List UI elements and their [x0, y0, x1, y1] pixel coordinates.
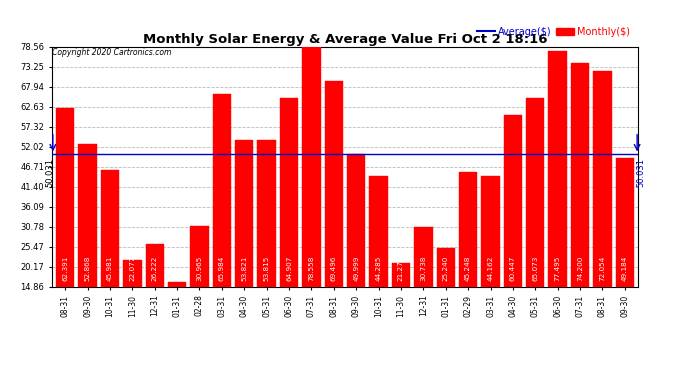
Text: 74.200: 74.200: [577, 256, 583, 281]
Bar: [549, 51, 567, 287]
Bar: [56, 108, 75, 287]
Text: 72.054: 72.054: [600, 256, 605, 281]
Text: 65.984: 65.984: [219, 256, 225, 281]
Bar: [414, 227, 433, 287]
Bar: [369, 176, 388, 287]
Bar: [123, 260, 141, 287]
Text: 22.077: 22.077: [129, 256, 135, 281]
Bar: [79, 144, 97, 287]
Text: 65.073: 65.073: [532, 256, 538, 281]
Text: 62.391: 62.391: [62, 256, 68, 281]
Bar: [504, 115, 522, 287]
Bar: [324, 81, 343, 287]
Bar: [257, 140, 276, 287]
Text: 53.815: 53.815: [264, 256, 270, 281]
Bar: [482, 177, 500, 287]
Text: 45.248: 45.248: [465, 256, 471, 281]
Text: 60.447: 60.447: [510, 256, 516, 281]
Legend: Average($), Monthly($): Average($), Monthly($): [473, 23, 633, 41]
Bar: [101, 170, 119, 287]
Bar: [168, 282, 186, 287]
Bar: [302, 47, 321, 287]
Text: 69.496: 69.496: [331, 256, 337, 281]
Bar: [190, 226, 208, 287]
Text: 78.558: 78.558: [308, 256, 315, 281]
Text: 16.107: 16.107: [174, 256, 180, 281]
Bar: [593, 71, 611, 287]
Text: 45.981: 45.981: [107, 256, 113, 281]
Text: 25.240: 25.240: [443, 256, 448, 281]
Bar: [392, 263, 410, 287]
Title: Monthly Solar Energy & Average Value Fri Oct 2 18:16: Monthly Solar Energy & Average Value Fri…: [143, 33, 547, 46]
Text: 30.738: 30.738: [420, 256, 426, 281]
Text: 49.184: 49.184: [622, 256, 628, 281]
Text: 30.965: 30.965: [197, 256, 202, 281]
Bar: [347, 154, 366, 287]
Text: 44.285: 44.285: [375, 256, 382, 281]
Text: 26.222: 26.222: [152, 256, 158, 281]
Bar: [146, 244, 164, 287]
Text: 64.907: 64.907: [286, 256, 292, 281]
Text: 52.868: 52.868: [85, 256, 90, 281]
Bar: [213, 94, 231, 287]
Text: 21.277: 21.277: [398, 256, 404, 281]
Text: 44.162: 44.162: [488, 256, 493, 281]
Text: 49.999: 49.999: [353, 256, 359, 281]
Text: Copyright 2020 Cartronics.com: Copyright 2020 Cartronics.com: [52, 48, 172, 57]
Bar: [615, 158, 634, 287]
Text: 50.031: 50.031: [636, 158, 645, 187]
Bar: [459, 172, 477, 287]
Bar: [280, 98, 298, 287]
Bar: [235, 140, 253, 287]
Text: 53.821: 53.821: [241, 256, 247, 281]
Bar: [571, 63, 589, 287]
Bar: [526, 98, 544, 287]
Text: 77.495: 77.495: [555, 256, 561, 281]
Text: 50.031: 50.031: [45, 158, 54, 187]
Bar: [437, 248, 455, 287]
